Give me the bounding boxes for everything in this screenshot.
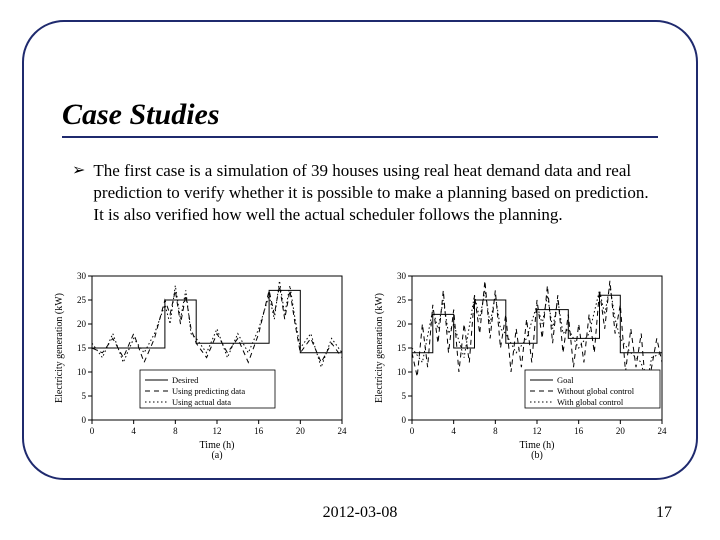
svg-text:12: 12 xyxy=(533,426,542,436)
svg-text:24: 24 xyxy=(338,426,348,436)
svg-text:(a): (a) xyxy=(211,450,222,460)
svg-text:Desired: Desired xyxy=(172,375,199,385)
svg-text:16: 16 xyxy=(254,426,264,436)
svg-text:With global control: With global control xyxy=(557,397,624,407)
svg-text:(b): (b) xyxy=(531,450,543,460)
svg-text:Electricity generation (kW): Electricity generation (kW) xyxy=(374,293,385,403)
svg-text:20: 20 xyxy=(296,426,306,436)
charts-row: 05101520253004812162024Time (h)Electrici… xyxy=(50,270,670,460)
svg-text:4: 4 xyxy=(131,426,136,436)
svg-text:0: 0 xyxy=(410,426,415,436)
svg-text:10: 10 xyxy=(77,367,87,377)
svg-text:30: 30 xyxy=(77,271,87,281)
svg-text:Using predicting data: Using predicting data xyxy=(172,386,245,396)
svg-text:16: 16 xyxy=(574,426,584,436)
svg-text:20: 20 xyxy=(77,319,87,329)
svg-text:25: 25 xyxy=(77,295,87,305)
svg-text:10: 10 xyxy=(397,367,407,377)
slide-title: Case Studies xyxy=(62,98,220,132)
svg-text:0: 0 xyxy=(90,426,95,436)
svg-text:Goal: Goal xyxy=(557,375,574,385)
svg-text:20: 20 xyxy=(397,319,407,329)
svg-text:Without global control: Without global control xyxy=(557,386,635,396)
svg-text:25: 25 xyxy=(397,295,407,305)
svg-text:5: 5 xyxy=(82,391,87,401)
svg-text:20: 20 xyxy=(616,426,626,436)
footer-date: 2012-03-08 xyxy=(0,504,720,522)
chart-b: 05101520253004812162024Time (h)Electrici… xyxy=(370,270,670,460)
svg-text:15: 15 xyxy=(397,343,407,353)
svg-text:12: 12 xyxy=(213,426,222,436)
svg-text:0: 0 xyxy=(82,415,87,425)
svg-text:Using actual data: Using actual data xyxy=(172,397,231,407)
slide: Case Studies ➢ The first case is a simul… xyxy=(0,0,720,540)
svg-text:8: 8 xyxy=(493,426,498,436)
svg-text:Electricity generation (kW): Electricity generation (kW) xyxy=(54,293,65,403)
svg-text:5: 5 xyxy=(402,391,407,401)
svg-text:15: 15 xyxy=(77,343,87,353)
svg-text:24: 24 xyxy=(658,426,668,436)
svg-text:0: 0 xyxy=(402,415,407,425)
svg-text:4: 4 xyxy=(451,426,456,436)
bullet-arrow-icon: ➢ xyxy=(72,160,85,182)
title-underline xyxy=(62,136,658,138)
footer-page-number: 17 xyxy=(656,504,672,522)
bullet-item: ➢ The first case is a simulation of 39 h… xyxy=(72,160,658,226)
chart-a: 05101520253004812162024Time (h)Electrici… xyxy=(50,270,350,460)
svg-text:8: 8 xyxy=(173,426,178,436)
svg-text:30: 30 xyxy=(397,271,407,281)
bullet-text: The first case is a simulation of 39 hou… xyxy=(93,160,658,226)
